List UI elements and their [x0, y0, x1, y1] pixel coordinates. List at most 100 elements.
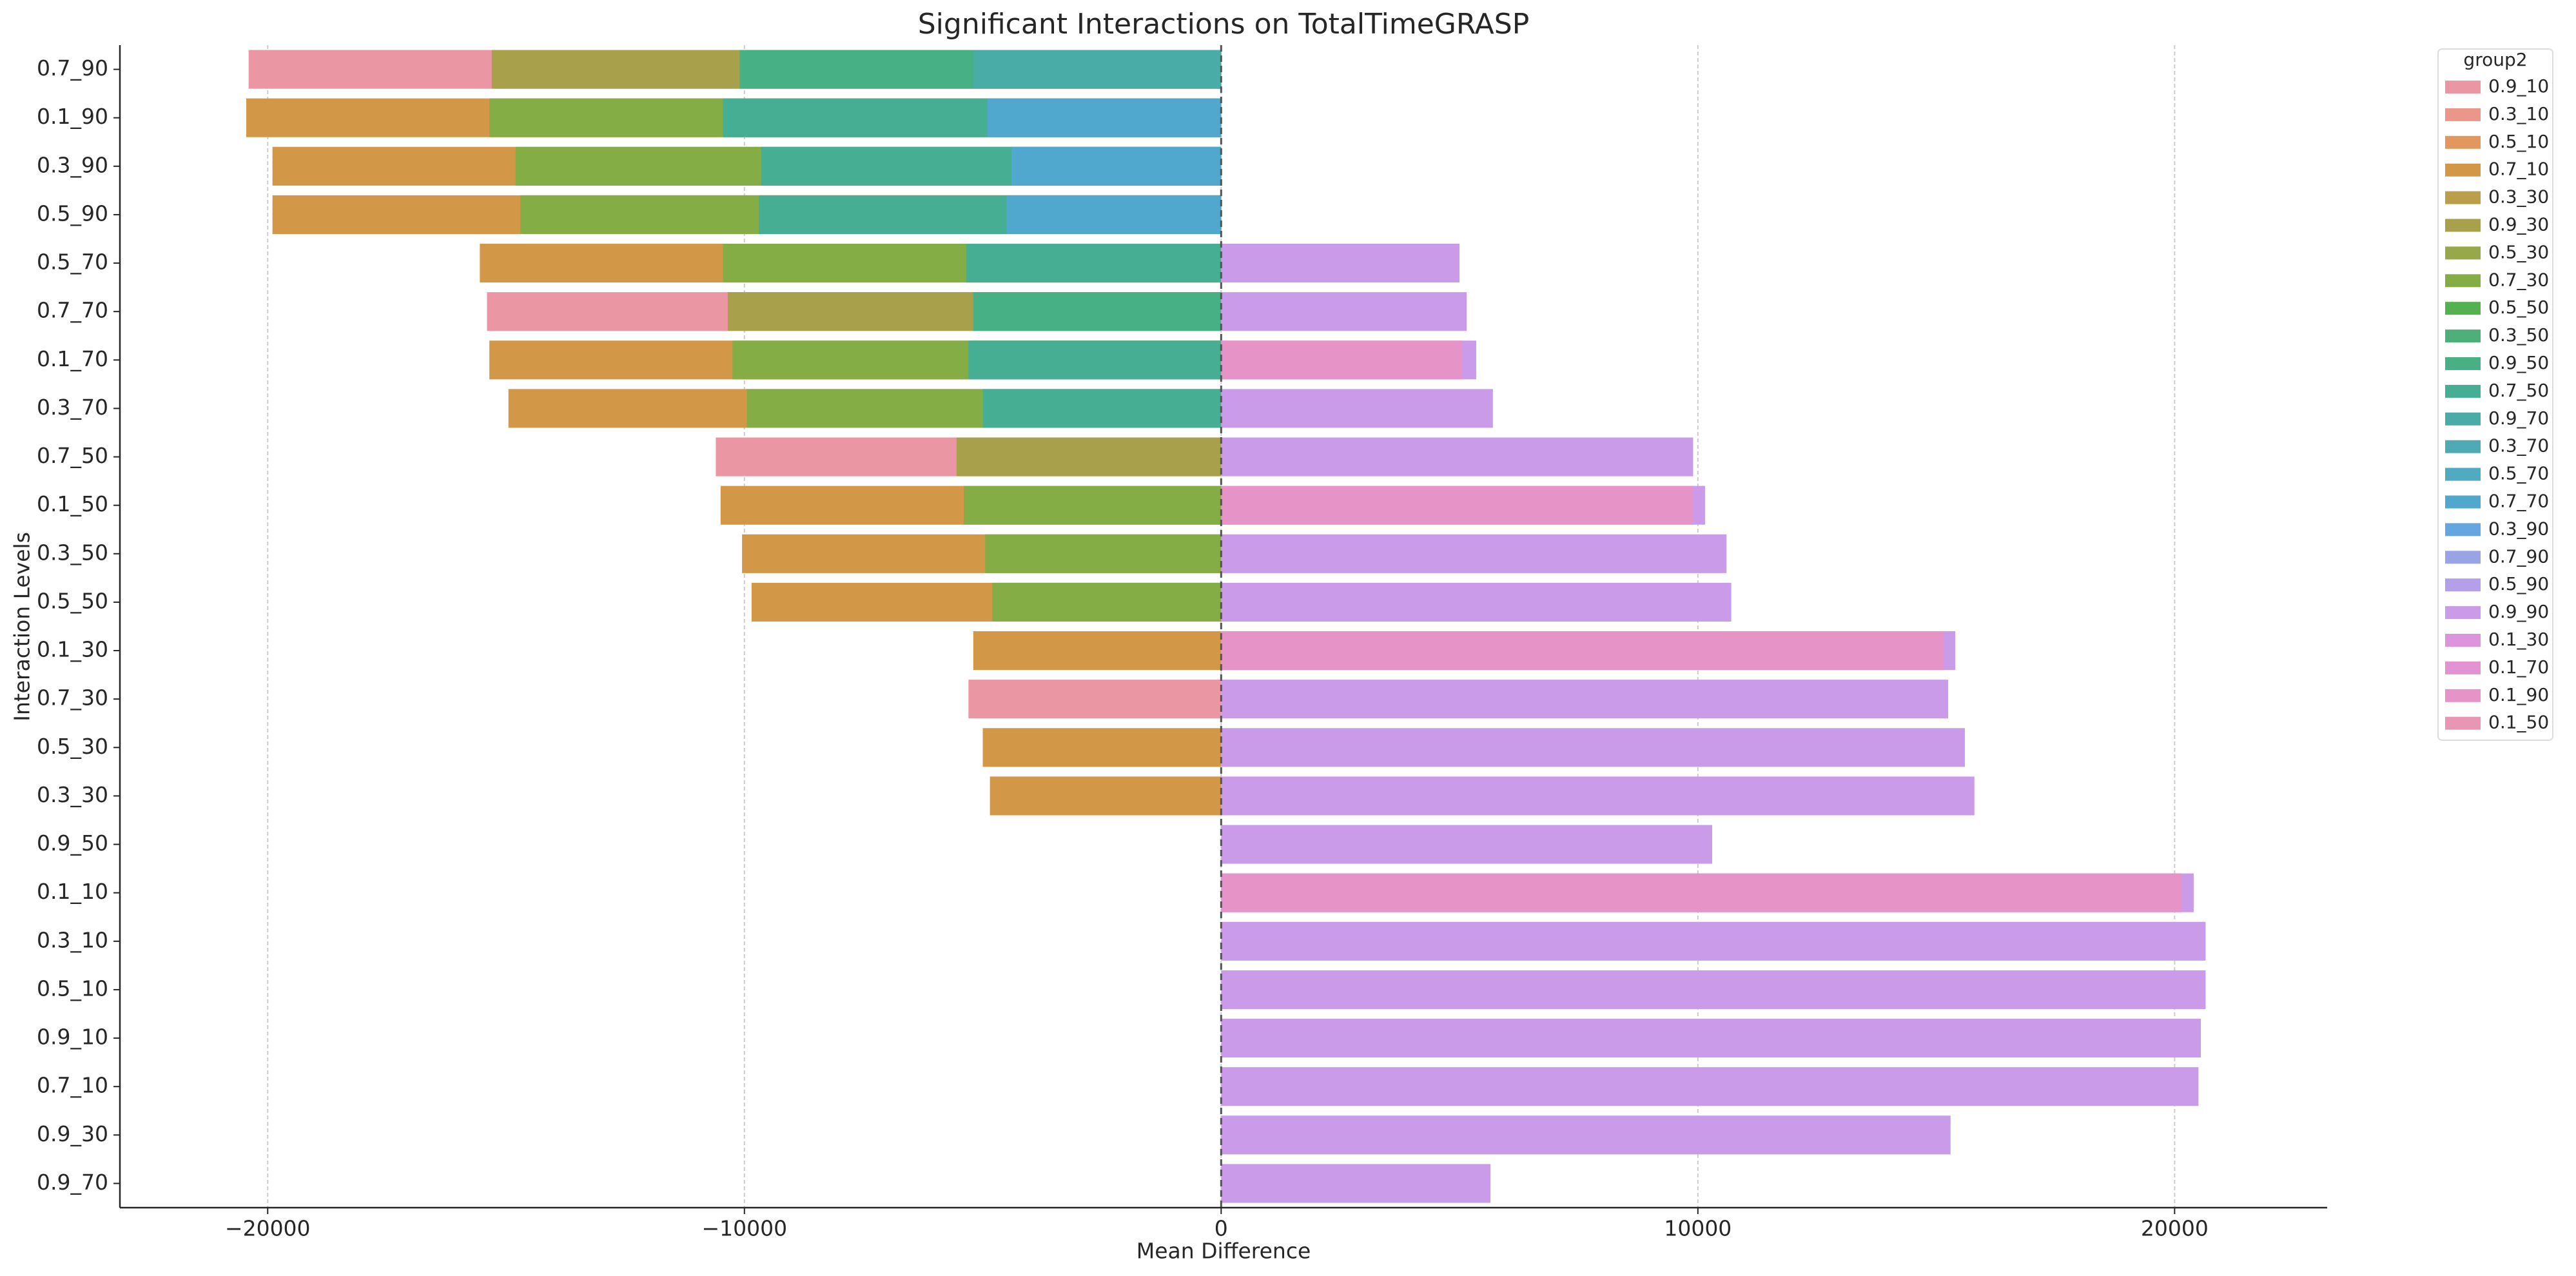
bar [973, 631, 1222, 671]
bar [1221, 1019, 2201, 1058]
legend-swatch [2445, 191, 2481, 204]
y-tick-label: 0.5_50 [37, 588, 108, 613]
x-tick-label: −20000 [225, 1216, 311, 1241]
bar [1221, 776, 1975, 816]
legend-swatch [2445, 108, 2481, 121]
legend-swatch [2445, 634, 2481, 647]
x-tick-label: −10000 [701, 1216, 787, 1241]
legend-swatch [2445, 661, 2481, 674]
legend-swatch [2445, 219, 2481, 232]
bar [1221, 873, 2182, 912]
legend-label: 0.7_30 [2488, 269, 2549, 290]
y-tick-label: 0.5_70 [37, 250, 108, 275]
y-tick-label: 0.3_10 [37, 927, 108, 952]
bar [1221, 582, 1732, 622]
legend-swatch [2445, 495, 2481, 509]
y-tick-label: 0.9_10 [37, 1025, 108, 1050]
bar [1221, 825, 1713, 864]
bar [973, 292, 1222, 331]
x-tick-label: 20000 [2141, 1216, 2209, 1241]
legend-swatch [2445, 551, 2481, 564]
legend-swatch [2445, 357, 2481, 370]
bar [985, 534, 1222, 573]
y-tick-label: 0.9_50 [37, 830, 108, 856]
legend-swatch [2445, 578, 2481, 592]
y-tick-label: 0.3_90 [37, 152, 108, 177]
legend-swatch [2445, 274, 2481, 288]
legend-label: 0.3_70 [2488, 435, 2549, 456]
legend-label: 0.1_50 [2488, 712, 2549, 733]
y-tick-label: 0.3_50 [37, 540, 108, 565]
y-tick-label: 0.7_30 [37, 685, 108, 711]
bar [968, 340, 1222, 380]
legend-swatch [2445, 81, 2481, 93]
bar [1221, 1164, 1491, 1203]
y-tick-label: 0.1_10 [37, 879, 108, 904]
bar [990, 776, 1222, 816]
bar [987, 98, 1222, 137]
y-tick-label: 0.5_30 [37, 734, 108, 759]
bar [1221, 680, 1949, 719]
y-axis-label: Interaction Levels [10, 532, 35, 721]
legend-swatch [2445, 440, 2481, 453]
y-tick-label: 0.7_50 [37, 443, 108, 468]
legend-label: 0.9_30 [2488, 214, 2549, 235]
y-tick-label: 0.5_90 [37, 201, 108, 226]
bar [982, 728, 1222, 767]
bar [1221, 340, 1462, 380]
y-tick-label: 0.7_10 [37, 1073, 108, 1098]
chart-title: Significant Interactions on TotalTimeGRA… [918, 8, 1530, 41]
y-tick-label: 0.1_50 [37, 491, 108, 516]
legend-swatch [2445, 302, 2481, 315]
bar [1221, 970, 2206, 1009]
y-tick-label: 0.7_70 [37, 298, 108, 323]
x-tick-label: 10000 [1664, 1216, 1732, 1241]
legend-swatch [2445, 523, 2481, 536]
bar [1221, 437, 1693, 476]
legend-label: 0.9_90 [2488, 601, 2549, 622]
y-tick-label: 0.1_90 [37, 104, 108, 129]
bar [963, 486, 1222, 525]
bar [956, 437, 1222, 476]
legend-swatch [2445, 329, 2481, 343]
legend-label: 0.7_70 [2488, 491, 2549, 512]
legend-label: 0.3_50 [2488, 324, 2549, 346]
legend-label: 0.5_70 [2488, 463, 2549, 484]
legend-label: 0.3_10 [2488, 103, 2549, 124]
legend-label: 0.9_70 [2488, 407, 2549, 429]
bar [973, 50, 1222, 89]
legend-swatch [2445, 246, 2481, 260]
legend-swatch [2445, 135, 2481, 149]
y-tick-label: 0.9_70 [37, 1170, 108, 1195]
bar [966, 244, 1222, 283]
bar [982, 389, 1222, 428]
bar [1221, 631, 1944, 671]
legend-label: 0.5_50 [2488, 297, 2549, 318]
bar [1221, 244, 1460, 283]
legend-swatch [2445, 163, 2481, 177]
bar [1221, 292, 1467, 331]
legend-label: 0.5_90 [2488, 573, 2549, 594]
bar [1006, 195, 1222, 234]
legend-label: 0.1_90 [2488, 684, 2549, 705]
bar [1221, 389, 1493, 428]
legend-label: 0.7_90 [2488, 545, 2549, 567]
legend-label: 0.3_30 [2488, 186, 2549, 208]
y-tick-label: 0.3_70 [37, 395, 108, 420]
bar [1221, 486, 1693, 525]
y-tick-label: 0.3_30 [37, 782, 108, 807]
y-tick-label: 0.1_70 [37, 346, 108, 371]
legend-label: 0.7_50 [2488, 380, 2549, 401]
legend-title: group2 [2463, 49, 2527, 70]
legend-label: 0.9_50 [2488, 352, 2549, 373]
legend-swatch [2445, 384, 2481, 398]
bar [1221, 1115, 1951, 1155]
legend-label: 0.7_10 [2488, 159, 2549, 180]
legend-label: 0.1_30 [2488, 629, 2549, 650]
legend-label: 0.9_10 [2488, 75, 2549, 97]
bar [1221, 1067, 2199, 1106]
x-axis-label: Mean Difference [1137, 1239, 1311, 1264]
legend-label: 0.5_30 [2488, 241, 2549, 262]
legend-label: 0.3_90 [2488, 518, 2549, 539]
